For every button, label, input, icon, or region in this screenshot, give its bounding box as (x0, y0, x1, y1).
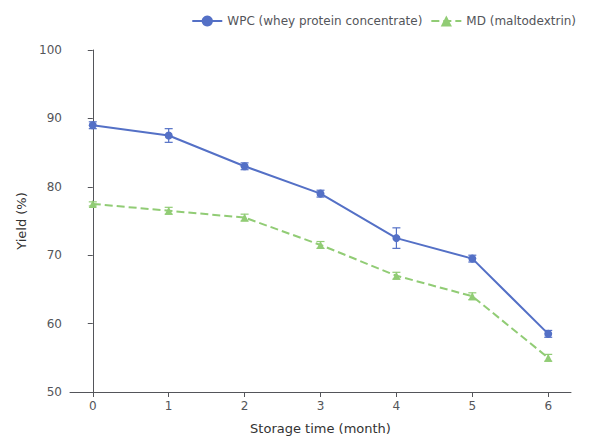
svg-text:WPC (whey protein concentrate): WPC (whey protein concentrate) (227, 14, 422, 28)
svg-text:1: 1 (165, 399, 173, 413)
svg-text:5: 5 (468, 399, 476, 413)
svg-text:0: 0 (89, 399, 97, 413)
svg-text:50: 50 (47, 385, 62, 399)
svg-text:3: 3 (317, 399, 325, 413)
svg-text:6: 6 (544, 399, 552, 413)
svg-text:70: 70 (47, 248, 62, 262)
svg-text:MD (maltodextrin): MD (maltodextrin) (466, 14, 576, 28)
svg-text:Storage time (month): Storage time (month) (250, 421, 391, 436)
svg-text:90: 90 (47, 111, 62, 125)
svg-text:60: 60 (47, 317, 62, 331)
svg-text:2: 2 (241, 399, 249, 413)
svg-text:100: 100 (39, 43, 62, 57)
svg-text:4: 4 (393, 399, 401, 413)
svg-text:80: 80 (47, 180, 62, 194)
svg-text:Yield (%): Yield (%) (14, 192, 29, 251)
